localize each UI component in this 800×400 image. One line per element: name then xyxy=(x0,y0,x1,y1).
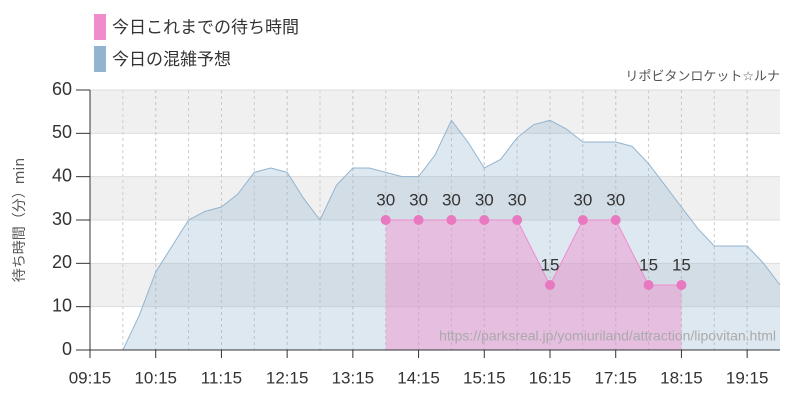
point xyxy=(643,280,654,290)
y-tick-label: 20 xyxy=(52,252,72,272)
data-label: 30 xyxy=(442,190,461,209)
point xyxy=(610,215,621,225)
data-label: 30 xyxy=(475,190,494,209)
data-label: 30 xyxy=(508,190,527,209)
data-label: 30 xyxy=(409,190,428,209)
x-tick-label: 11:15 xyxy=(201,368,242,387)
point xyxy=(577,215,588,225)
data-label: 30 xyxy=(606,190,625,209)
x-tick-label: 16:15 xyxy=(529,368,572,387)
y-tick-label: 50 xyxy=(52,122,72,142)
point xyxy=(512,215,523,225)
line xyxy=(90,119,781,351)
data-label: 15 xyxy=(639,255,658,274)
x-tick-label: 13:15 xyxy=(332,368,375,387)
area xyxy=(385,220,682,350)
point xyxy=(479,215,490,225)
x-tick-label: 09:15 xyxy=(69,368,112,387)
point xyxy=(676,280,687,290)
x-tick-label: 18:15 xyxy=(660,368,703,387)
watermark: https://parksreal.jp/yomiuriland/attract… xyxy=(439,328,776,344)
point xyxy=(545,280,555,290)
line xyxy=(385,219,682,287)
x-tick-label: 12:15 xyxy=(266,368,309,387)
x-tick-label: 19:15 xyxy=(726,368,769,387)
y-tick-label: 30 xyxy=(52,209,72,229)
credit: リポビタンロケット☆ルナ xyxy=(625,70,780,85)
x-tick-label: 10:15 xyxy=(134,368,177,387)
legend-swatch xyxy=(94,14,106,40)
legend-swatch xyxy=(94,46,106,72)
grid-band xyxy=(90,176,780,220)
point xyxy=(380,215,391,225)
data-label: 30 xyxy=(376,190,395,209)
data-label: 15 xyxy=(672,255,691,274)
y-tick-label: 10 xyxy=(52,295,72,315)
x-tick-label: 15:15 xyxy=(463,368,506,387)
x-tick-label: 14:15 xyxy=(397,368,440,387)
grid-band xyxy=(90,90,780,134)
x-tick-label: 17:15 xyxy=(594,368,637,387)
point xyxy=(413,215,424,225)
y-tick-label: 60 xyxy=(52,79,72,99)
y-tick-label: 0 xyxy=(62,339,72,359)
y-axis-label: 待ち時間（分）min xyxy=(12,158,28,282)
area xyxy=(90,120,780,350)
point xyxy=(446,215,457,225)
legend-label: 今日これまでの待ち時間 xyxy=(112,18,299,38)
data-label: 30 xyxy=(573,190,592,209)
y-tick-label: 40 xyxy=(52,165,72,185)
legend-label: 今日の混雑予想 xyxy=(112,50,231,70)
data-label: 15 xyxy=(541,255,560,274)
